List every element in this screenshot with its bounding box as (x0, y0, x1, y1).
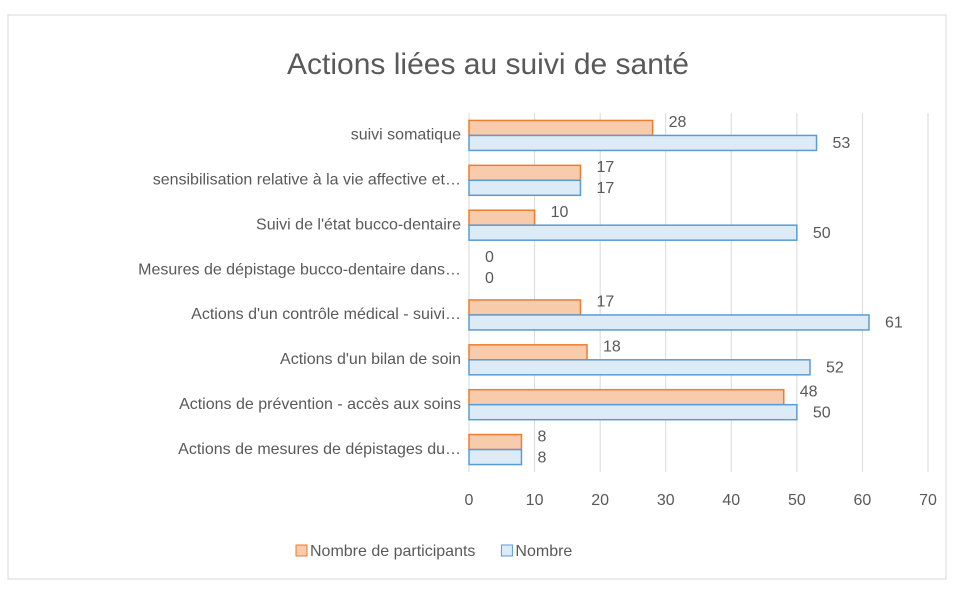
legend-label: Nombre (515, 543, 572, 560)
legend-swatch (295, 544, 308, 557)
x-tick-label: 20 (591, 492, 609, 509)
data-label: 18 (603, 339, 621, 356)
x-tick-label: 50 (788, 492, 806, 509)
y-tick-label: Actions d'un contrôle médical - suivi… (191, 306, 461, 323)
x-tick-label: 30 (657, 492, 675, 509)
data-label: 50 (813, 404, 831, 421)
y-tick-label: Actions d'un bilan de soin (280, 351, 461, 368)
y-tick-label: suivi somatique (351, 127, 461, 144)
bar (468, 224, 798, 241)
legend-swatch (500, 544, 513, 557)
data-label: 61 (885, 315, 903, 332)
y-tick-label: Actions de prévention - accès aux soins (179, 396, 461, 413)
x-tick-label: 70 (919, 492, 937, 509)
y-tick-label: Mesures de dépistage bucco-dentaire dans… (138, 261, 461, 278)
bar (468, 134, 818, 152)
data-label: 0 (485, 270, 494, 287)
chart-frame (7, 14, 947, 580)
y-tick-label: sensibilisation relative à la vie affect… (153, 172, 461, 189)
data-label: 28 (669, 114, 687, 131)
x-tick-label: 60 (854, 492, 872, 509)
bar (468, 299, 582, 316)
data-label: 8 (537, 449, 546, 466)
bar (468, 119, 654, 137)
x-tick-label: 40 (722, 492, 740, 509)
legend-label: Nombre de participants (310, 543, 475, 560)
bar (468, 359, 811, 376)
data-label: 53 (833, 135, 851, 152)
x-tick-label: 0 (465, 492, 474, 509)
bar (468, 314, 870, 331)
bar (468, 388, 785, 406)
y-tick-label: Actions de mesures de dépistages du… (178, 441, 461, 458)
bar (468, 164, 582, 182)
data-label: 17 (596, 159, 614, 176)
bar (468, 403, 798, 421)
bar (468, 448, 523, 466)
bar (468, 209, 536, 226)
data-label: 52 (826, 360, 844, 377)
data-label: 50 (813, 225, 831, 242)
data-label: 10 (551, 204, 569, 221)
data-label: 17 (596, 294, 614, 311)
bar (468, 179, 582, 197)
bar (468, 433, 523, 451)
data-label: 17 (596, 180, 614, 197)
x-tick-label: 10 (526, 492, 544, 509)
data-label: 8 (537, 428, 546, 445)
data-label: 0 (485, 249, 494, 266)
data-label: 48 (800, 383, 818, 400)
y-tick-label: Suivi de l'état bucco-dentaire (256, 216, 461, 233)
chart-title: Actions liées au suivi de santé (287, 48, 689, 81)
bar (468, 344, 588, 361)
